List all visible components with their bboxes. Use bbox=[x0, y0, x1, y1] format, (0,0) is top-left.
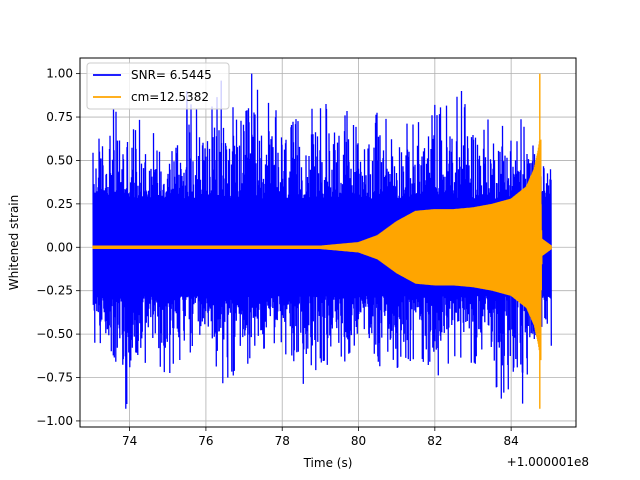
plot-frame bbox=[79, 57, 577, 428]
y-tick-label: −0.50 bbox=[36, 327, 73, 341]
y-axis-label: Whitened strain bbox=[7, 195, 21, 291]
series-layer bbox=[92, 73, 552, 409]
legend: SNR= 6.5445 cm=12.5382 bbox=[86, 62, 230, 110]
x-axis-offset-label: +1.000001e8 bbox=[507, 455, 589, 469]
x-tick-label: 82 bbox=[427, 434, 442, 448]
y-tick-label: −0.75 bbox=[36, 371, 73, 385]
x-tick-label: 74 bbox=[122, 434, 137, 448]
x-tick-label: 80 bbox=[351, 434, 366, 448]
legend-label-snr: SNR= 6.5445 bbox=[131, 68, 212, 82]
y-tick-label: 0.75 bbox=[46, 110, 73, 124]
y-tick-label: 0.25 bbox=[46, 197, 73, 211]
x-tick-label: 78 bbox=[275, 434, 290, 448]
x-tick-label: 84 bbox=[503, 434, 518, 448]
y-tick-label: −1.00 bbox=[36, 414, 73, 428]
ticks-layer: 74 76 78 80 82 84 −1.00 −0.75 −0.50 −0.25 0.00 0.25… bbox=[36, 67, 519, 448]
legend-label-cm: cm=12.5382 bbox=[131, 90, 209, 104]
y-tick-label: 0.00 bbox=[46, 240, 73, 254]
y-tick-label: 1.00 bbox=[46, 67, 73, 81]
legend-box bbox=[86, 62, 230, 110]
y-tick-label: −0.25 bbox=[36, 284, 73, 298]
x-tick-label: 76 bbox=[198, 434, 213, 448]
y-tick-label: 0.50 bbox=[46, 153, 73, 167]
series-cm-line bbox=[92, 73, 552, 409]
x-axis-label: Time (s) bbox=[303, 456, 353, 470]
